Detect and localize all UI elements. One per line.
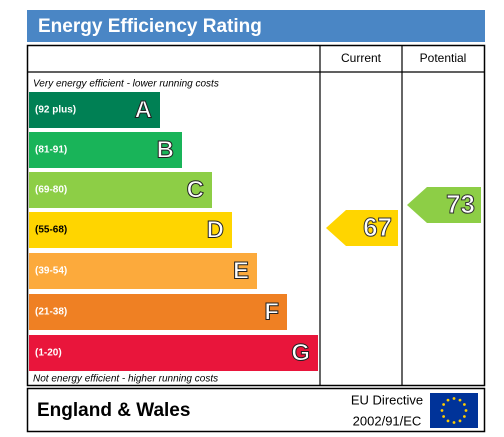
band-letter: B	[157, 136, 174, 163]
band	[29, 92, 160, 128]
directive: 2002/91/EC	[353, 413, 422, 428]
band-range: (81-91)	[35, 145, 67, 156]
band-range: (69-80)	[35, 185, 67, 196]
bottom-note: Not energy efficient - higher running co…	[33, 374, 218, 385]
band-range: (55-68)	[35, 225, 67, 236]
band-letter: F	[264, 298, 279, 325]
rating-value: 73	[446, 189, 475, 219]
eu-star	[442, 403, 446, 406]
band-range: (39-54)	[35, 266, 67, 277]
band	[29, 294, 287, 330]
band-range: (1-20)	[35, 348, 62, 359]
rating-arrow	[326, 210, 398, 246]
footer-frame	[26, 387, 486, 433]
band-letter: C	[187, 176, 204, 203]
eu-stars	[440, 397, 468, 424]
title-bar	[27, 10, 485, 42]
rating-arrow	[407, 187, 481, 223]
eu-star	[464, 409, 468, 412]
band-range: (21-38)	[35, 307, 67, 318]
band-letter: D	[207, 216, 224, 243]
frame	[26, 44, 486, 387]
eu-star	[440, 409, 444, 412]
region: England & Wales	[37, 400, 190, 421]
eu-star	[452, 421, 456, 424]
eu-star	[462, 415, 466, 418]
top-note: Very energy efficient - lower running co…	[33, 79, 219, 90]
band	[29, 212, 232, 248]
column-header: Potential	[420, 51, 467, 65]
eu-star	[458, 398, 462, 402]
directive: EU Directive	[351, 392, 423, 407]
band	[29, 253, 257, 289]
band-letter: A	[135, 96, 152, 123]
eu-star	[462, 403, 466, 406]
rating-value: 67	[363, 212, 392, 242]
band-letter: G	[291, 339, 310, 366]
band	[29, 132, 182, 168]
eu-star	[446, 398, 450, 402]
band-letter: E	[233, 257, 249, 284]
band	[29, 335, 318, 371]
eu-star	[446, 419, 450, 423]
band	[29, 172, 212, 208]
column-header: Current	[341, 51, 382, 65]
eu-star	[452, 397, 456, 400]
eu-star	[442, 415, 446, 418]
eu-star	[458, 419, 462, 423]
title: Energy Efficiency Rating	[38, 16, 262, 37]
band-range: (92 plus)	[35, 105, 76, 116]
